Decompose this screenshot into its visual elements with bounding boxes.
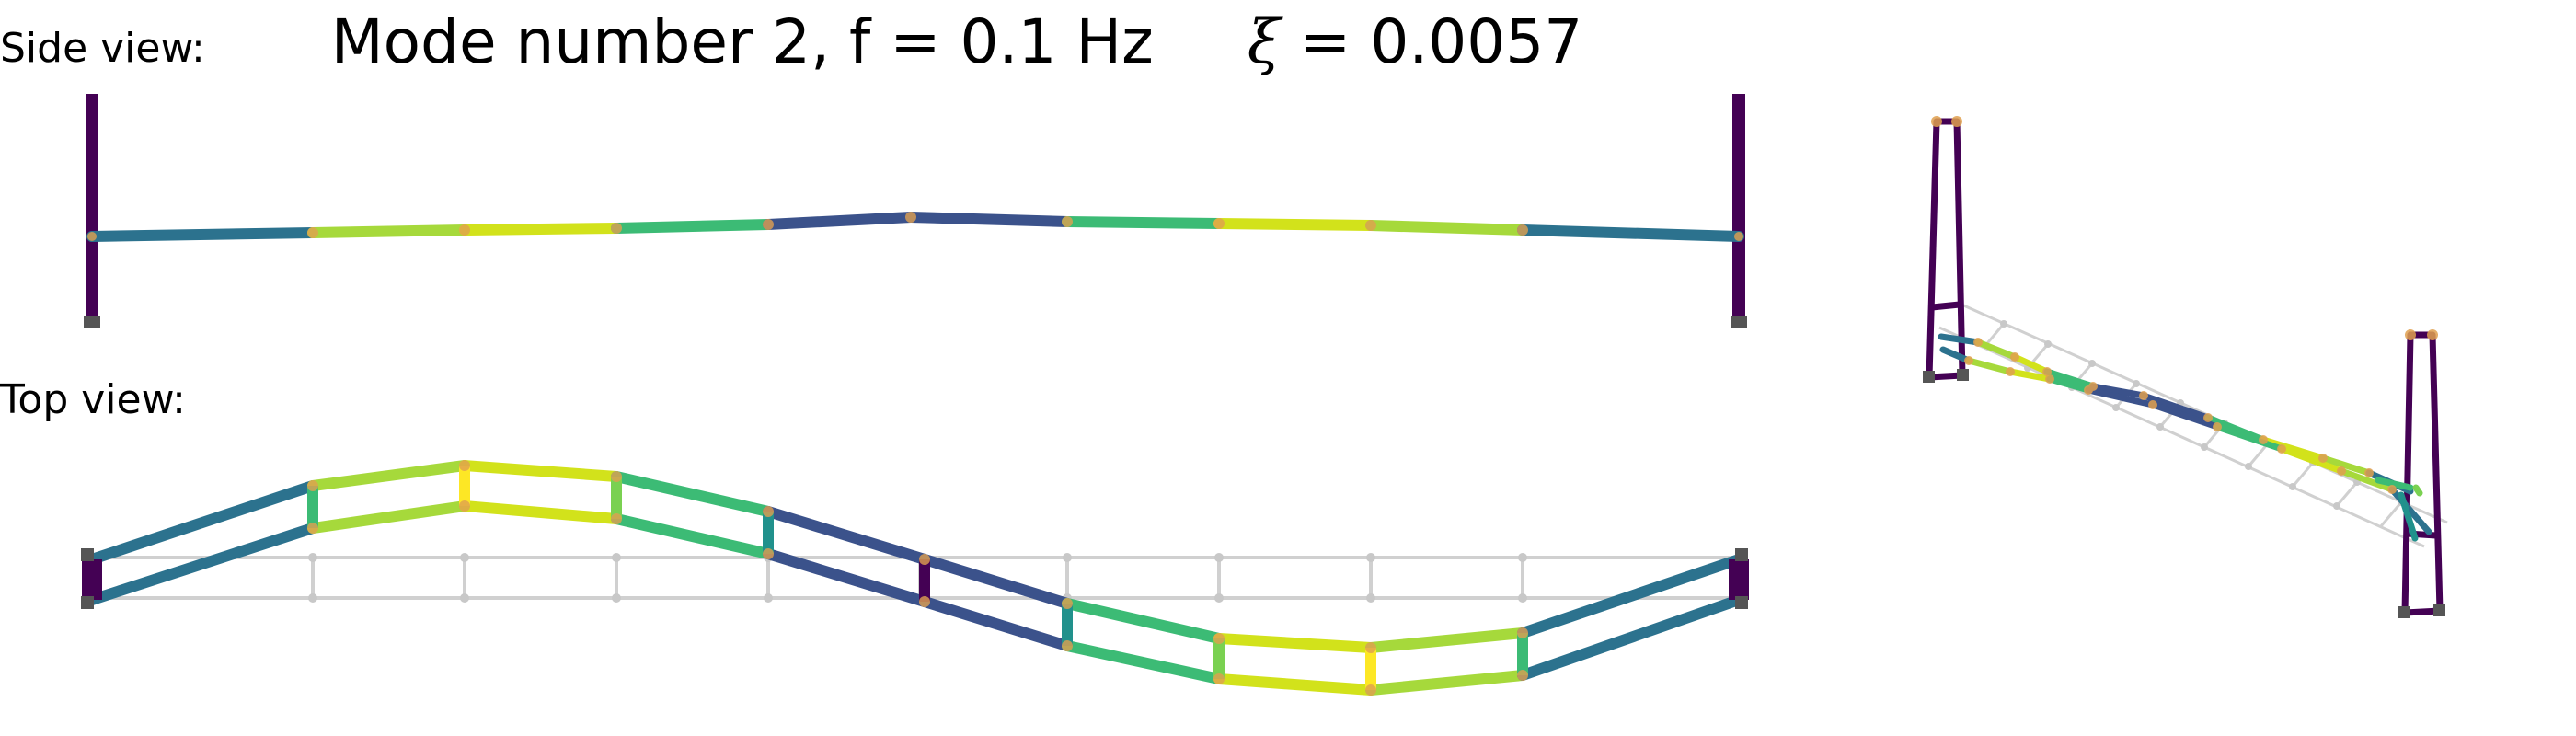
iso-supports (1923, 369, 2445, 618)
right-support-side (1731, 316, 1747, 328)
side-view (84, 94, 1747, 328)
figure-title: Mode number 2, f = 0.1 Hz ξ = 0.0057 (0, 6, 1914, 79)
left-support-side (84, 316, 100, 328)
xi-expression: = 0.0057 (1281, 6, 1583, 77)
iso-right-pylon (2401, 331, 2444, 616)
top-view-label: Top view: (0, 376, 186, 423)
top-nodes (307, 460, 1528, 696)
side-view-label: Side view: (0, 25, 205, 72)
top-deck-lower (86, 500, 1744, 696)
iso-nodes (1931, 116, 2438, 494)
iso-undeformed-grid (1938, 302, 2448, 548)
undeformed-grid (87, 556, 1743, 600)
title-prefix: Mode number 2, f = 0.1 Hz (330, 6, 1154, 77)
top-supports (81, 548, 1748, 609)
side-nodes (87, 212, 1743, 241)
side-deck (86, 212, 1744, 242)
iso-deck (1938, 333, 2432, 542)
isometric-view (1923, 116, 2448, 618)
top-view (81, 460, 1749, 696)
xi-symbol: ξ (1247, 6, 1282, 77)
top-deck-upper (86, 460, 1744, 653)
top-deck-crossbeams (82, 466, 1749, 690)
